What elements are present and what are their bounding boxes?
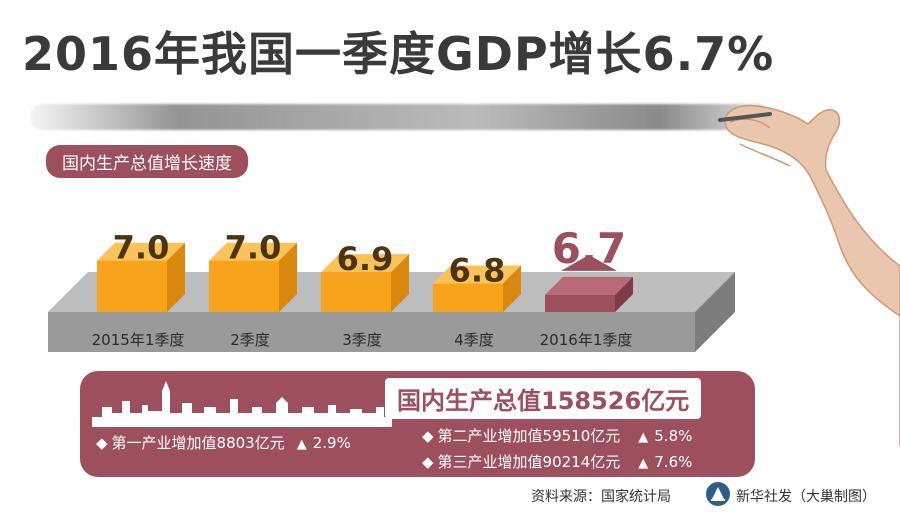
- bar-top: [209, 242, 297, 261]
- up-arrow-icon: [561, 254, 617, 271]
- diamond-icon: ◆: [422, 427, 434, 445]
- bar-side: [391, 254, 409, 312]
- up-triangle-icon: ▲: [638, 456, 649, 471]
- platform-front: [48, 312, 695, 352]
- tick-label: 2015年1季度: [92, 331, 185, 349]
- bar-top: [433, 265, 521, 284]
- bar: [97, 260, 167, 312]
- gdp-total: 国内生产总值158526亿元: [385, 378, 702, 419]
- hand-drawing-icon: [718, 104, 900, 446]
- bar-side: [503, 265, 521, 312]
- bar: [545, 294, 615, 312]
- bar-side: [279, 242, 297, 312]
- industry-tertiary-name: 第三产业增加值90214亿元: [437, 453, 621, 471]
- page-title: 2016年我国一季度GDP增长6.7%: [22, 27, 775, 81]
- industry-primary-growth: 2.9%: [312, 434, 351, 452]
- tick-label: 3季度: [342, 331, 382, 349]
- tick-label: 2季度: [230, 331, 270, 349]
- data-label: 7.0: [225, 229, 282, 267]
- industry-secondary-name: 第二产业增加值59510亿元: [437, 427, 621, 445]
- up-triangle-icon: ▲: [638, 430, 649, 445]
- industry-primary-name: 第一产业增加值8803亿元: [111, 434, 285, 452]
- city-skyline-icon: [92, 381, 392, 427]
- bar: [433, 283, 503, 312]
- industry-primary: ◆ 第一产业增加值8803亿元 ▲ 2.9%: [96, 432, 351, 453]
- industry-tertiary: ◆ 第三产业增加值90214亿元 ▲ 7.6%: [422, 451, 692, 472]
- industry-tertiary-growth: 7.6%: [654, 453, 693, 471]
- bar-top: [545, 276, 633, 295]
- bar: [209, 260, 279, 312]
- industry-secondary-growth: 5.8%: [654, 427, 693, 445]
- diamond-icon: ◆: [422, 453, 434, 471]
- data-label: 6.9: [337, 240, 394, 278]
- tick-label: 2016年1季度: [540, 331, 633, 349]
- industry-secondary: ◆ 第二产业增加值59510亿元 ▲ 5.8%: [422, 425, 692, 446]
- data-source: 资料来源：国家统计局: [531, 489, 671, 505]
- bar: [321, 272, 391, 312]
- bar-side: [167, 242, 185, 312]
- credit: 新华社发（大巢制图）: [736, 489, 876, 505]
- data-label: 7.0: [113, 229, 170, 267]
- bar-side: [615, 276, 633, 312]
- diamond-icon: ◆: [96, 434, 108, 452]
- bar-top: [97, 242, 185, 261]
- xinhua-logo-icon: [706, 482, 730, 506]
- platform-side: [695, 272, 735, 352]
- data-label: 6.8: [449, 252, 506, 290]
- tick-label: 4季度: [454, 331, 494, 349]
- bar-top: [321, 254, 409, 273]
- up-triangle-icon: ▲: [296, 437, 307, 452]
- brush-stroke-decoration: [30, 104, 770, 130]
- chart-title: 国内生产总值增长速度: [46, 145, 248, 178]
